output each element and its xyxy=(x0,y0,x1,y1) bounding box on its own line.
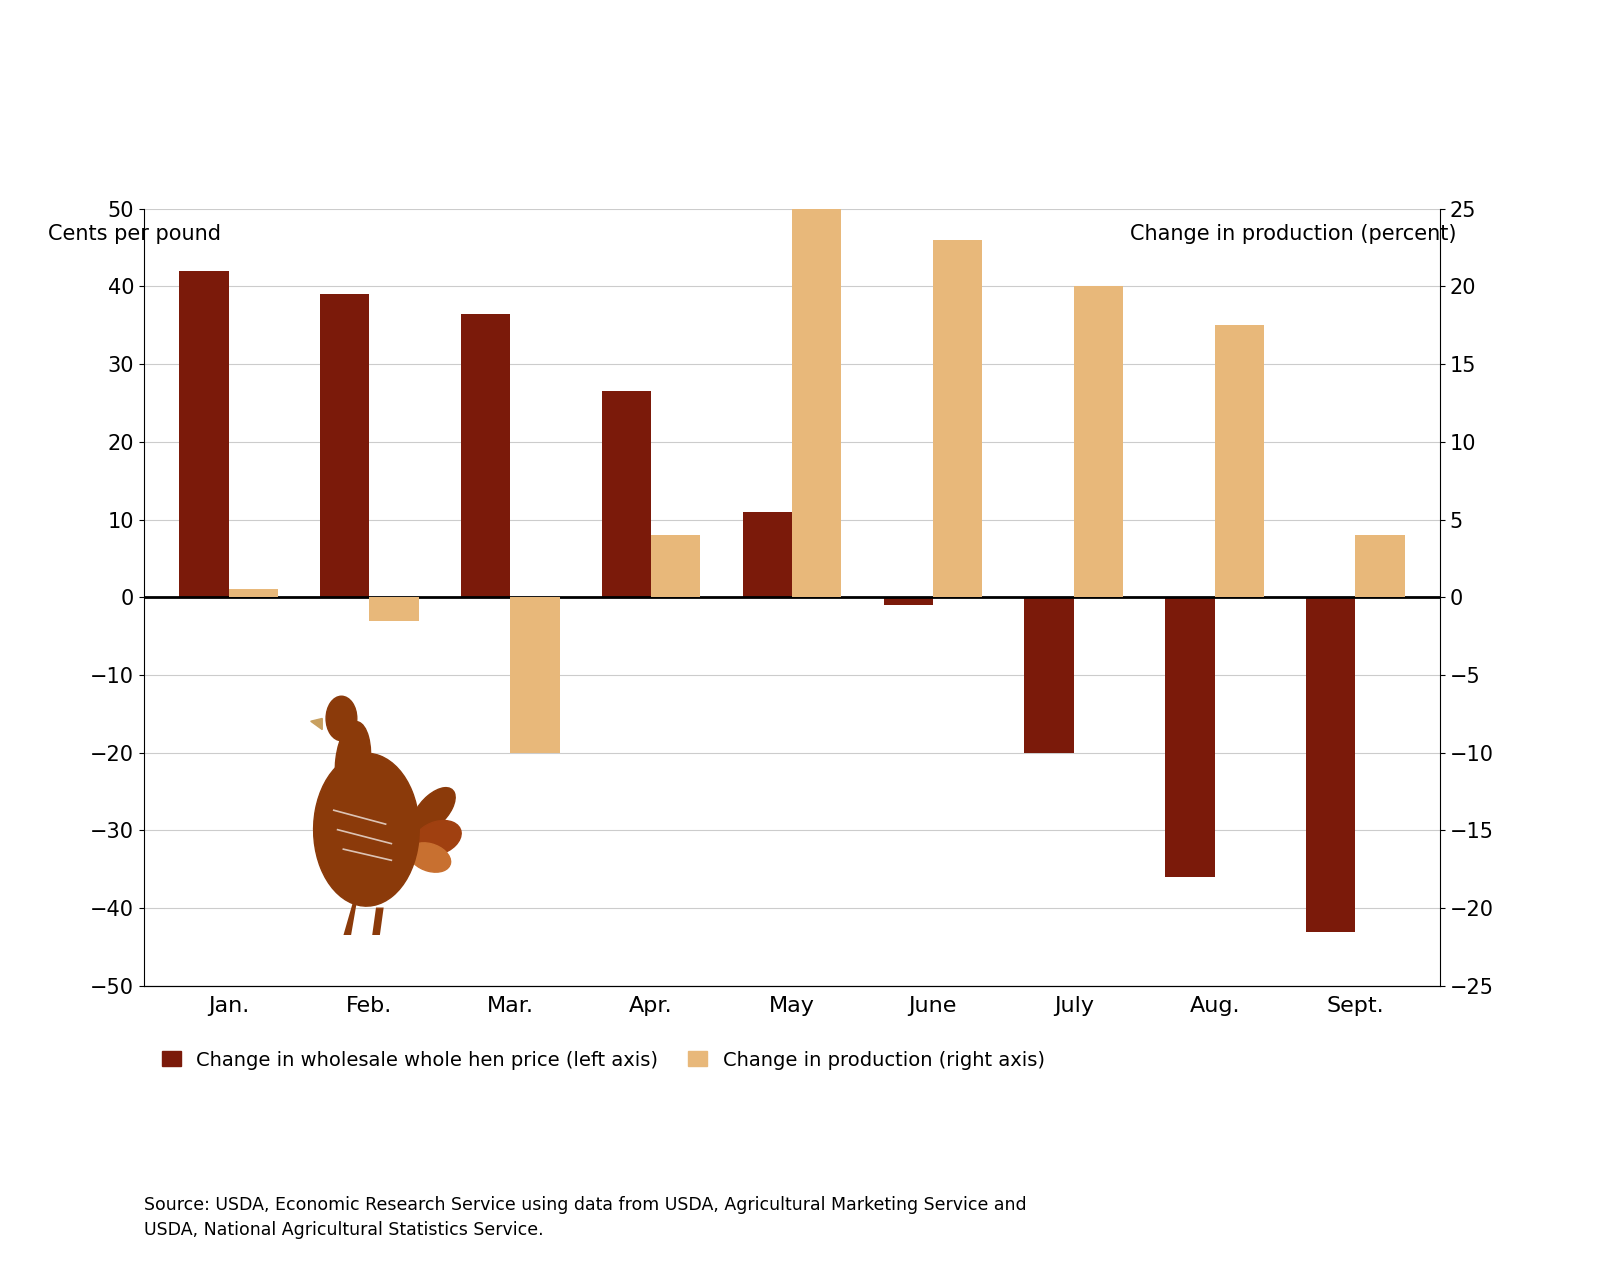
Bar xyxy=(1306,598,1355,932)
Text: Monthly year-over-year changes in turkey
prices and production, Jan.–Sept. 2023: Monthly year-over-year changes in turkey… xyxy=(32,28,888,104)
Bar xyxy=(883,598,933,605)
Bar xyxy=(1074,286,1123,598)
Text: Cents per pound: Cents per pound xyxy=(48,224,221,244)
Polygon shape xyxy=(310,718,322,729)
Text: U.S. DEPARTMENT OF AGRICULTURE: U.S. DEPARTMENT OF AGRICULTURE xyxy=(1184,83,1410,96)
Bar xyxy=(651,535,701,598)
Ellipse shape xyxy=(314,753,419,906)
Bar xyxy=(179,270,229,598)
Bar xyxy=(792,38,842,598)
Ellipse shape xyxy=(414,820,461,856)
Bar xyxy=(933,240,982,598)
Polygon shape xyxy=(373,908,384,935)
Text: USDA: USDA xyxy=(1072,25,1171,56)
Ellipse shape xyxy=(336,722,371,804)
Bar xyxy=(1165,598,1214,877)
Text: Change in production (percent): Change in production (percent) xyxy=(1130,224,1456,244)
Text: Economic Research Service: Economic Research Service xyxy=(1184,32,1461,49)
Text: Source: USDA, Economic Research Service using data from USDA, Agricultural Marke: Source: USDA, Economic Research Service … xyxy=(144,1196,1027,1239)
Bar xyxy=(1355,535,1405,598)
Bar xyxy=(510,598,560,753)
Ellipse shape xyxy=(326,696,357,741)
Ellipse shape xyxy=(410,843,451,872)
Bar xyxy=(1024,598,1074,753)
Legend: Change in wholesale whole hen price (left axis), Change in production (right axi: Change in wholesale whole hen price (lef… xyxy=(154,1043,1053,1077)
Bar xyxy=(602,392,651,598)
Bar xyxy=(461,313,510,598)
Bar xyxy=(229,589,278,598)
Bar xyxy=(320,295,370,598)
Bar xyxy=(370,598,419,621)
Bar xyxy=(1214,325,1264,598)
Bar xyxy=(742,512,792,598)
Polygon shape xyxy=(344,902,357,935)
Ellipse shape xyxy=(413,787,454,833)
